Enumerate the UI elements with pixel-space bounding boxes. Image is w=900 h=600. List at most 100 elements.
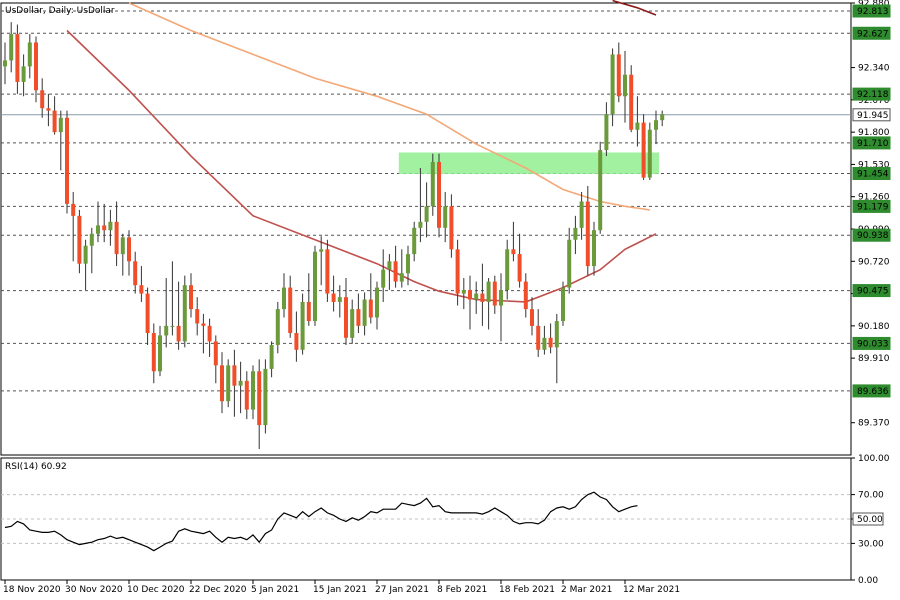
candle <box>195 297 200 336</box>
candle <box>393 245 398 288</box>
candle <box>40 78 45 118</box>
rsi-line <box>4 491 638 552</box>
level-tag <box>852 167 891 181</box>
candle <box>381 249 386 302</box>
candle <box>89 227 94 274</box>
bull-candle-body <box>592 230 596 267</box>
candle <box>189 273 193 318</box>
bull-candle-body <box>108 221 113 231</box>
level-tag-label: 91.179 <box>857 202 889 212</box>
bull-candle-body <box>89 233 94 246</box>
candle <box>96 201 100 243</box>
level-tag <box>852 336 891 350</box>
candle <box>102 203 107 243</box>
bull-candle-body <box>83 245 88 264</box>
candle <box>27 34 32 79</box>
candle <box>585 185 590 276</box>
candle <box>182 275 187 348</box>
candle <box>635 96 640 147</box>
rsi-tick-label: 30.00 <box>858 539 884 549</box>
bull-candle-body <box>474 293 479 300</box>
ma-long-line <box>612 0 657 16</box>
price-panel-frame <box>0 2 852 456</box>
candle <box>499 273 503 342</box>
candle <box>21 54 26 97</box>
bear-candle-body <box>536 325 541 350</box>
candle <box>523 273 528 318</box>
candle <box>77 209 82 274</box>
price-tick-label: 89.910 <box>858 354 890 364</box>
bear-candle-body <box>368 299 373 318</box>
candle <box>362 292 367 336</box>
time-tick-label: 5 Jan 2021 <box>251 585 299 595</box>
bull-candle-body <box>654 120 658 130</box>
price-tick-label: 90.180 <box>858 322 890 332</box>
bull-candle-body <box>381 269 386 288</box>
bear-candle-body <box>52 110 57 133</box>
level-tag-label: 90.475 <box>857 287 889 297</box>
candle <box>461 278 466 310</box>
bear-candle-body <box>393 261 398 282</box>
price-tick-label: 90.720 <box>858 257 890 267</box>
candle <box>251 365 255 420</box>
level-tag <box>852 384 891 398</box>
level-tag <box>852 284 891 298</box>
price-tick-label: 92.070 <box>858 96 890 106</box>
candle <box>474 281 479 314</box>
bear-candle-body <box>15 34 20 82</box>
candle <box>375 281 379 330</box>
bull-candle-body <box>430 162 435 207</box>
bear-candle-body <box>213 341 218 366</box>
bull-candle-body <box>362 299 367 326</box>
candle <box>604 102 609 157</box>
candle <box>65 110 69 214</box>
level-tag-label: 90.938 <box>857 231 889 241</box>
candle <box>418 168 423 243</box>
time-tick-label: 30 Nov 2020 <box>65 585 123 595</box>
bull-candle-body <box>350 309 355 338</box>
candle <box>158 325 162 377</box>
price-tick-label: 89.370 <box>858 419 890 429</box>
level-tag <box>852 199 891 213</box>
time-tick-label: 22 Dec 2020 <box>189 585 247 595</box>
candle <box>226 359 231 408</box>
bull-candle-body <box>120 237 125 255</box>
bull-candle-body <box>499 289 503 306</box>
bull-candle-body <box>269 344 274 369</box>
candle <box>176 281 181 350</box>
support-zone-layer <box>398 152 659 174</box>
time-tick-label: 10 Dec 2020 <box>127 585 185 595</box>
bull-candle-body <box>96 225 100 234</box>
bear-candle-body <box>102 225 107 231</box>
bull-candle-body <box>443 206 448 228</box>
candle <box>120 233 125 276</box>
bull-candle-body <box>660 114 665 121</box>
bull-candle-body <box>406 254 410 274</box>
candle <box>598 141 603 234</box>
candle <box>412 221 417 262</box>
bear-candle-body <box>257 371 262 426</box>
level-tag-label: 92.813 <box>857 7 889 17</box>
candle <box>623 50 627 123</box>
bear-candle-body <box>325 249 330 294</box>
level-tag-label: 92.627 <box>857 29 889 39</box>
bear-candle-body <box>133 261 138 286</box>
candle <box>263 359 268 434</box>
candle <box>530 297 534 336</box>
candle <box>244 371 249 420</box>
bear-candle-body <box>195 309 200 324</box>
level-tag <box>852 87 891 101</box>
bear-candle-body <box>449 206 454 250</box>
bull-candle-body <box>282 287 286 310</box>
price-tick-label: 92.880 <box>858 0 890 9</box>
candle <box>486 278 491 330</box>
horizontal-levels <box>1 10 851 392</box>
candle <box>83 239 88 290</box>
price-tick-label: 91.800 <box>858 128 890 138</box>
bear-candle-body <box>288 287 293 334</box>
level-tag <box>852 108 891 122</box>
rsi-current-label: 50.00 <box>857 515 883 525</box>
candle <box>220 352 224 414</box>
candle <box>306 273 311 326</box>
time-tick-label: 18 Nov 2020 <box>3 585 61 595</box>
